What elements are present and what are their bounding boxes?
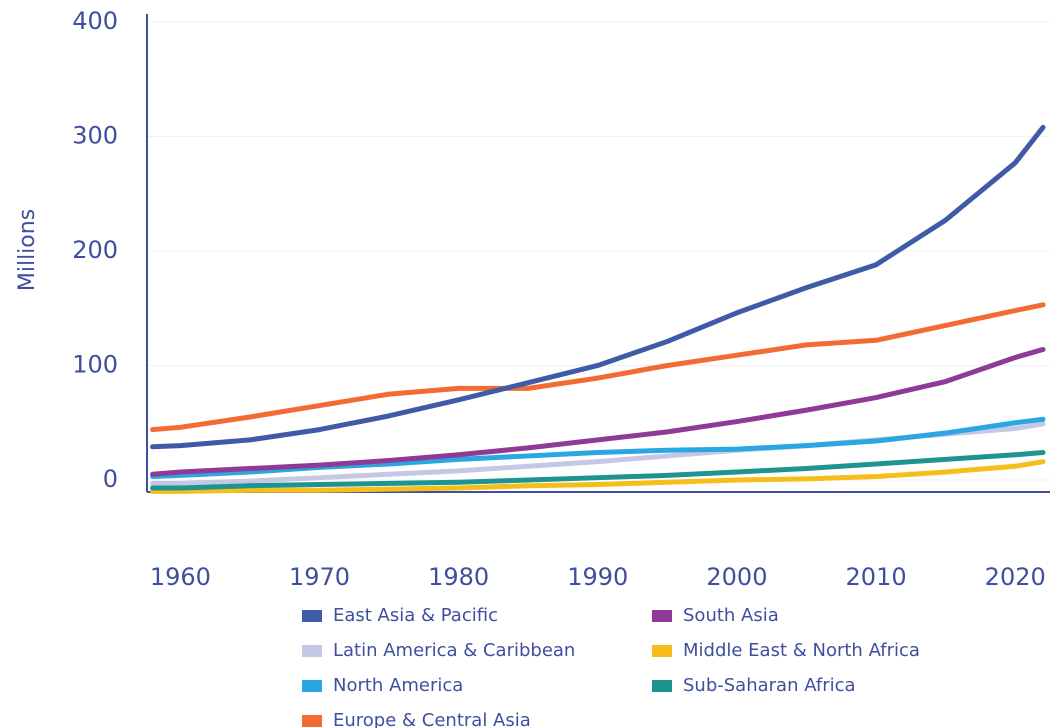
legend-swatch (302, 645, 322, 657)
x-tick-label: 2010 (846, 563, 907, 591)
legend-label: Latin America & Caribbean (333, 640, 575, 661)
legend-label: Europe & Central Asia (333, 710, 531, 728)
series-line (150, 302, 1046, 433)
x-tick-label: 1990 (567, 563, 628, 591)
legend-label: Middle East & North Africa (683, 640, 920, 661)
x-tick-label: 2020 (985, 563, 1046, 591)
legend-label: South Asia (683, 605, 779, 626)
y-tick-label: 0 (103, 465, 118, 493)
series-line (150, 459, 1046, 494)
legend-label: Sub-Saharan Africa (683, 675, 856, 696)
legend-swatch (302, 680, 322, 692)
legend-swatch (652, 645, 672, 657)
legend-swatch (652, 680, 672, 692)
legend-swatch (302, 715, 322, 727)
x-tick-label: 1980 (428, 563, 489, 591)
x-tick-label: 1970 (289, 563, 350, 591)
y-tick-label: 200 (72, 236, 118, 264)
y-axis-label: Millions (15, 209, 40, 291)
legend-swatch (652, 610, 672, 622)
y-tick-label: 300 (72, 122, 118, 150)
x-tick-label: 1960 (150, 563, 211, 591)
series-line (150, 124, 1046, 450)
series-line (150, 450, 1046, 491)
legend-swatch (302, 610, 322, 622)
legend-label: North America (333, 675, 463, 696)
legend-label: East Asia & Pacific (333, 605, 498, 626)
y-tick-label: 400 (72, 7, 118, 35)
y-tick-label: 100 (72, 350, 118, 378)
series-line (150, 416, 1046, 480)
x-tick-label: 2000 (706, 563, 767, 591)
series-line (150, 346, 1046, 477)
